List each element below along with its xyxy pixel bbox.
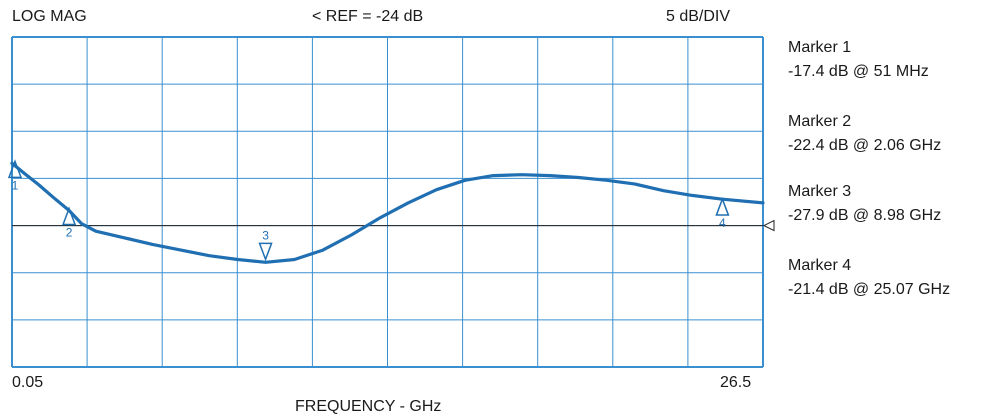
marker-4-readout: Marker 4 -21.4 dB @ 25.07 GHz [788, 254, 950, 302]
marker-value: -27.9 dB @ 8.98 GHz [788, 207, 942, 224]
marker-number-label: 4 [719, 216, 726, 230]
marker-value: -22.4 dB @ 2.06 GHz [788, 137, 942, 154]
marker-3-readout: Marker 3 -27.9 dB @ 8.98 GHz [788, 180, 941, 228]
x-tick-end: 26.5 [720, 374, 752, 391]
marker-2-readout: Marker 2 -22.4 dB @ 2.06 GHz [788, 110, 941, 158]
x-axis-label: FREQUENCY - GHz [295, 398, 442, 415]
marker-2: 2 [61, 206, 77, 239]
marker-number-label: 1 [12, 178, 19, 192]
plot-grid [11, 36, 764, 368]
marker-layer: 1 2 3 4 [7, 159, 730, 262]
marker-name: Marker 4 [788, 257, 852, 274]
marker-name: Marker 2 [788, 113, 852, 130]
display-mode-label: LOG MAG [12, 8, 87, 25]
x-tick-start: 0.05 [12, 374, 44, 391]
marker-1-readout: Marker 1 -17.4 dB @ 51 MHz [788, 36, 929, 84]
marker-triangle [715, 196, 730, 216]
marker-name: Marker 1 [788, 39, 852, 56]
reference-level-arrow [762, 219, 775, 232]
marker-1: 1 [7, 159, 23, 192]
marker-name: Marker 3 [788, 183, 852, 200]
marker-3: 3 [258, 228, 273, 262]
marker-4: 4 [715, 196, 730, 230]
scale-label: 5 dB/DIV [666, 8, 731, 25]
marker-value: -21.4 dB @ 25.07 GHz [788, 281, 951, 298]
marker-triangle [61, 206, 77, 226]
marker-number-label: 3 [262, 228, 269, 242]
reference-level-label: < REF = -24 dB [312, 8, 424, 25]
marker-value: -17.4 dB @ 51 MHz [788, 63, 929, 80]
marker-triangle [7, 159, 23, 179]
marker-number-label: 2 [66, 225, 73, 239]
marker-triangle [258, 242, 273, 262]
magnitude-trace [10, 161, 765, 264]
